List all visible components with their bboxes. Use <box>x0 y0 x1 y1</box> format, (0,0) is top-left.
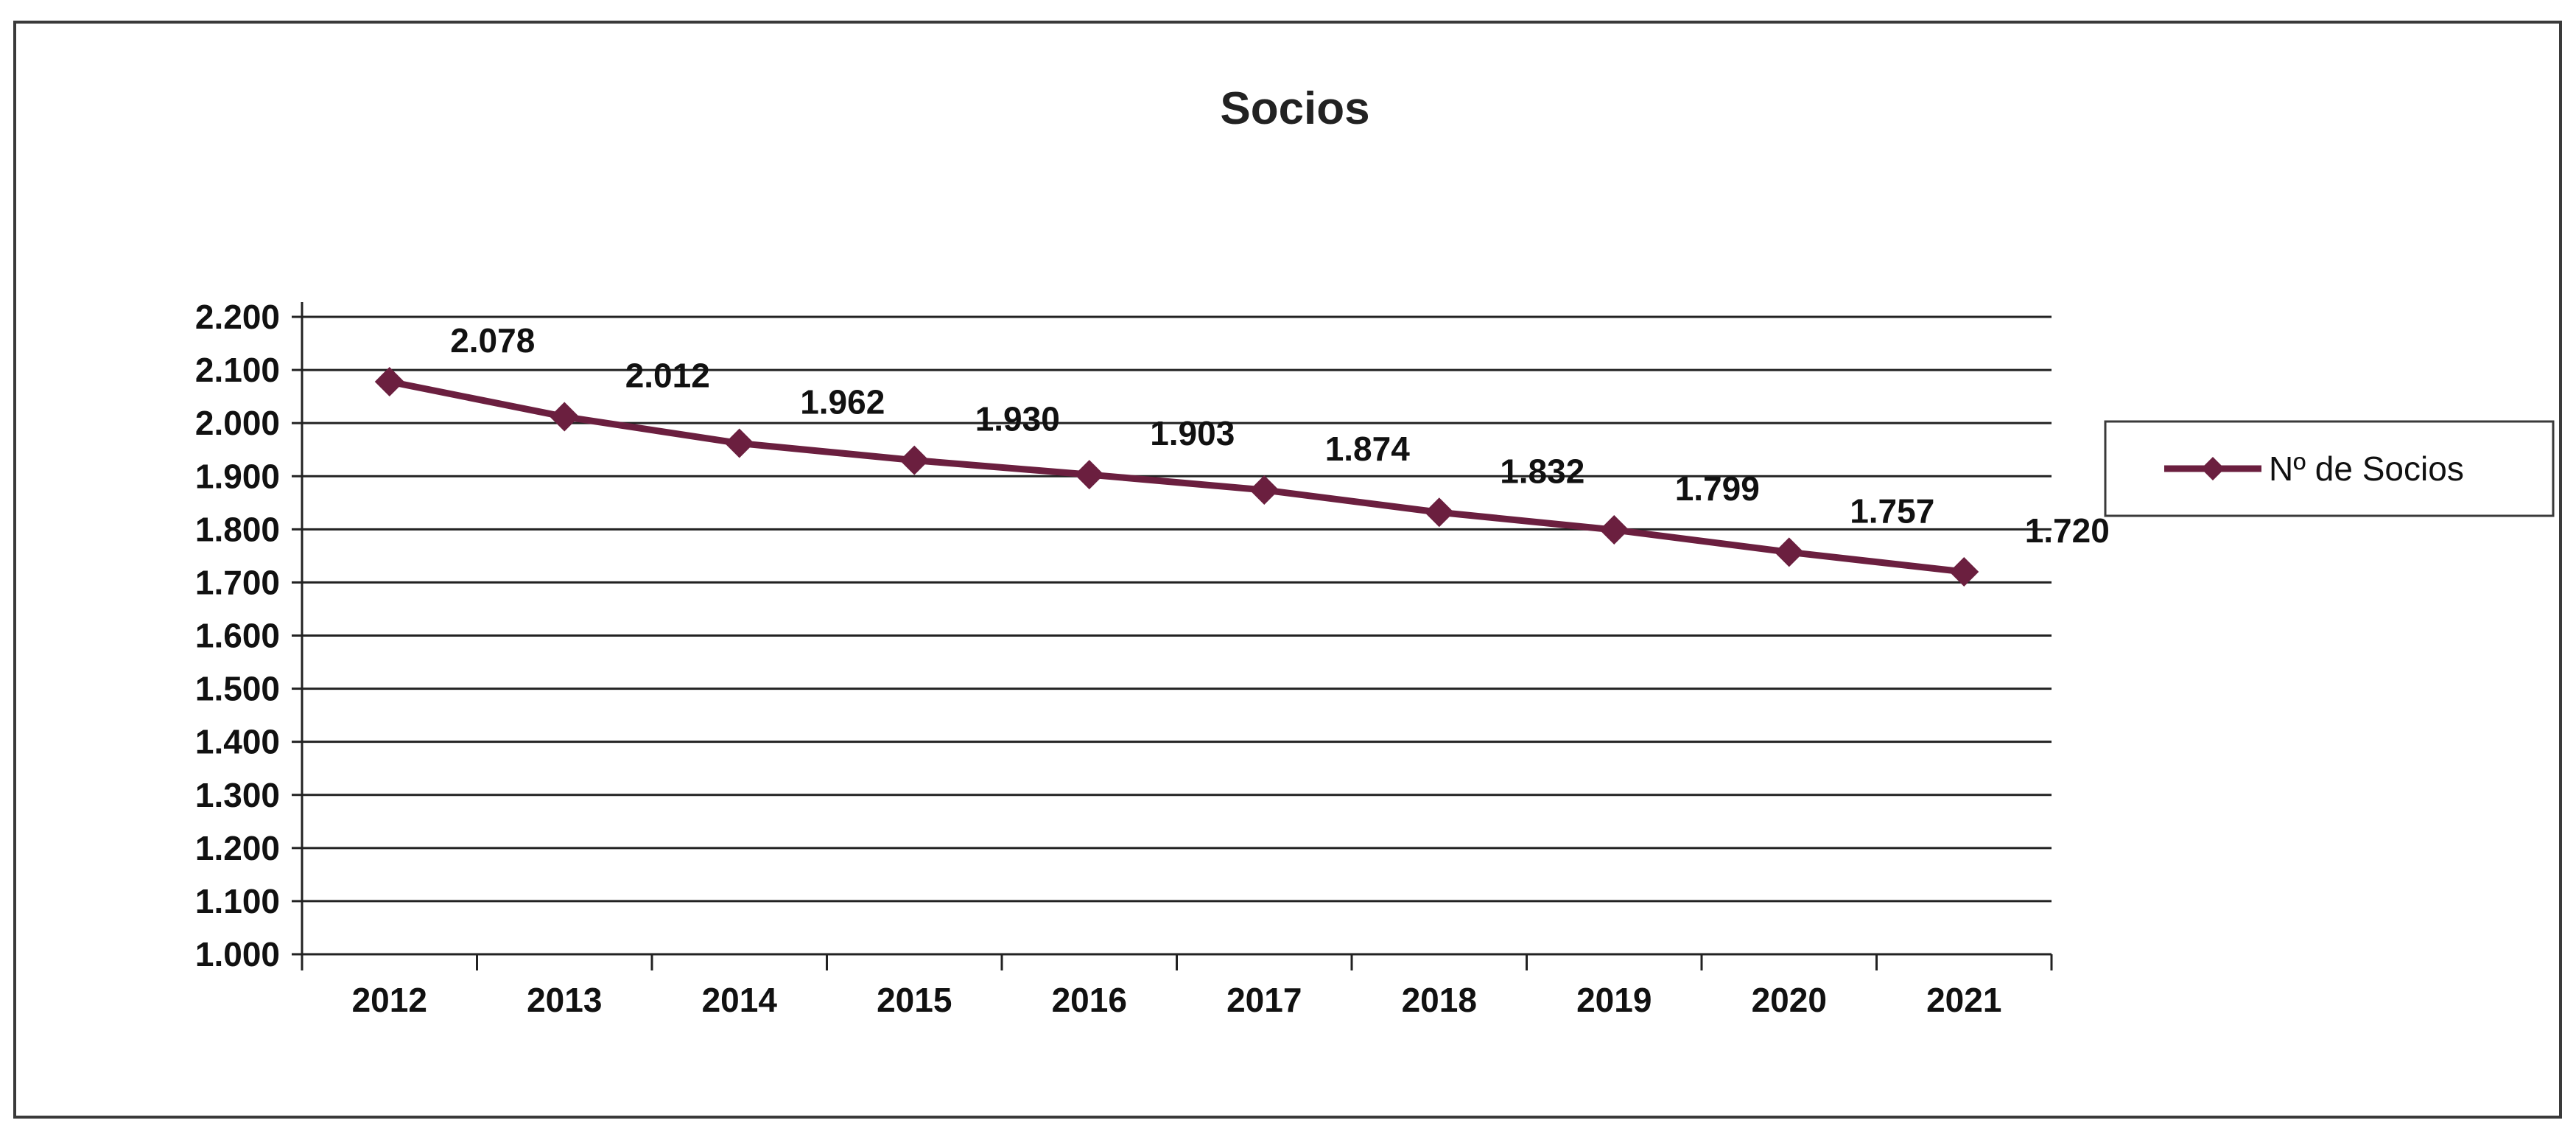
data-labels: 2.078 2.012 1.962 1.930 1.903 1.874 1.832 1.799… <box>450 321 2110 550</box>
y-tick-label: 1.800 <box>195 510 280 548</box>
x-axis-ticks: 2012 2013 2014 2015 2016 2017 2018 2019 2020 2021 <box>301 954 2053 1019</box>
data-label: 1.962 <box>800 383 885 421</box>
data-label: 2.012 <box>625 357 710 395</box>
data-label: 1.930 <box>975 400 1060 438</box>
y-tick-label: 1.100 <box>195 882 280 920</box>
chart-title: Socios <box>1220 83 1369 134</box>
chart-frame <box>13 21 2562 1119</box>
data-label: 1.832 <box>1500 452 1584 490</box>
y-tick-label: 1.300 <box>195 776 280 814</box>
x-tick-label: 2018 <box>1402 981 1477 1019</box>
x-tick-label: 2016 <box>1052 981 1127 1019</box>
y-tick-label: 1.500 <box>195 670 280 708</box>
x-tick-label: 2017 <box>1226 981 1302 1019</box>
data-point <box>899 445 930 475</box>
data-point <box>1599 515 1629 545</box>
y-tick-label: 1.400 <box>195 723 280 761</box>
y-tick-label: 1.600 <box>195 617 280 655</box>
gridlines <box>302 315 2052 903</box>
x-tick-label: 2012 <box>352 981 427 1019</box>
x-tick-label: 2020 <box>1752 981 1827 1019</box>
y-axis-ticks: 2.200 2.100 2.000 1.900 1.800 1.700 1.600 1.500… <box>195 298 302 973</box>
data-point <box>550 402 580 432</box>
data-point <box>374 366 404 396</box>
y-tick-label: 1.900 <box>195 457 280 495</box>
data-point <box>724 428 754 458</box>
data-point <box>1424 497 1454 528</box>
data-label: 1.903 <box>1150 414 1235 452</box>
y-tick-label: 2.000 <box>195 404 280 442</box>
data-point <box>1949 557 1979 587</box>
data-label: 1.757 <box>1850 491 1934 530</box>
y-tick-label: 1.000 <box>195 935 280 973</box>
y-tick-label: 2.100 <box>195 351 280 389</box>
data-point <box>1249 475 1280 505</box>
series-line <box>388 378 1965 576</box>
data-label: 1.720 <box>2025 511 2110 550</box>
axes <box>301 302 2052 956</box>
legend: Nº de Socios <box>2104 420 2555 517</box>
data-label: 2.078 <box>450 321 535 360</box>
data-label: 1.874 <box>1325 430 1411 468</box>
x-tick-label: 2014 <box>702 981 778 1019</box>
x-tick-label: 2019 <box>1576 981 1652 1019</box>
legend-label: Nº de Socios <box>2269 449 2464 488</box>
x-tick-label: 2013 <box>527 981 602 1019</box>
x-tick-label: 2021 <box>1926 981 2001 1019</box>
data-point <box>1774 537 1804 567</box>
series-group <box>374 366 1979 587</box>
data-point <box>1074 460 1104 490</box>
x-tick-label: 2015 <box>877 981 952 1019</box>
data-label: 1.799 <box>1675 469 1760 508</box>
y-tick-label: 1.200 <box>195 829 280 867</box>
y-tick-label: 1.700 <box>195 563 280 601</box>
legend-marker-swatch <box>2201 457 2225 480</box>
y-tick-label: 2.200 <box>195 298 280 336</box>
